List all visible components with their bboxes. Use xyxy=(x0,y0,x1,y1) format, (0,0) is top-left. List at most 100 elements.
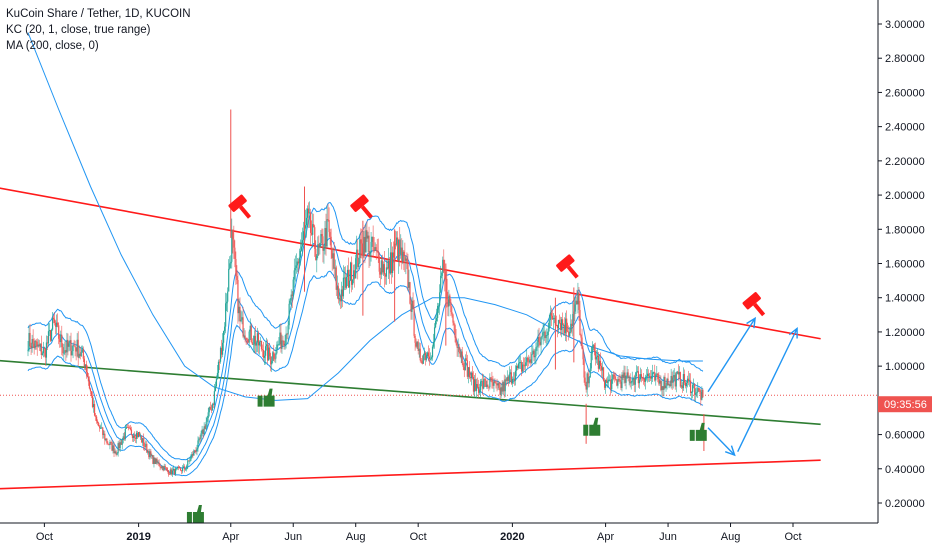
candle-body xyxy=(38,344,40,347)
candle-body xyxy=(298,257,300,264)
candle-body xyxy=(264,346,267,356)
candle-body xyxy=(190,456,192,461)
candle-body xyxy=(360,239,362,244)
candle-body xyxy=(268,347,270,361)
candle-body xyxy=(662,386,664,390)
candle-body xyxy=(292,279,294,297)
indicator-kc-label[interactable]: KC (20, 1, close, true range) xyxy=(6,24,151,36)
candle-body xyxy=(475,384,478,391)
candle-body xyxy=(468,367,470,378)
buy-thumb-icon xyxy=(186,504,204,523)
candle-body xyxy=(146,443,148,453)
candle-body xyxy=(366,230,368,239)
candle-body xyxy=(404,256,406,261)
candle-body xyxy=(626,372,628,376)
candle-body xyxy=(370,241,372,252)
candle-body xyxy=(677,371,679,375)
candle-body xyxy=(188,460,190,462)
price-label-text: 09:35:56 xyxy=(884,399,927,411)
candle-body xyxy=(538,336,540,343)
candle-body xyxy=(582,348,584,360)
candle-body xyxy=(267,344,269,361)
candle-body xyxy=(514,370,517,381)
candle-body xyxy=(695,392,697,395)
candle-body xyxy=(235,258,237,276)
price-axis-bg xyxy=(878,0,932,550)
candle-body xyxy=(615,378,617,381)
candle-body xyxy=(97,421,99,424)
candle-body xyxy=(485,379,487,387)
candle-body xyxy=(33,343,35,349)
candle-body xyxy=(473,379,476,392)
candle-body xyxy=(406,258,408,263)
candle-body xyxy=(625,375,627,383)
candle-body xyxy=(450,302,452,313)
candle-body xyxy=(591,347,593,354)
candle-body xyxy=(558,319,561,323)
candle-body xyxy=(205,421,207,429)
candle-body xyxy=(148,451,150,458)
candle-body xyxy=(242,317,244,337)
indicator-ma-label[interactable]: MA (200, close, 0) xyxy=(6,40,99,52)
symbol-title[interactable]: KuCoin Share / Tether, 1D, KUCOIN xyxy=(6,8,191,20)
candle-body xyxy=(483,379,485,389)
candle-body xyxy=(509,372,511,375)
candle-body xyxy=(87,376,90,382)
candle-body xyxy=(223,331,225,343)
candle-body xyxy=(166,467,168,471)
gavel-head xyxy=(556,254,575,272)
candle-body xyxy=(545,335,547,339)
candle-body xyxy=(604,379,607,388)
candle-body xyxy=(147,451,149,453)
candle-body xyxy=(136,432,139,438)
candle-body xyxy=(610,379,612,390)
candle-body xyxy=(152,455,154,464)
candle-body xyxy=(456,343,458,348)
projection-arrow xyxy=(737,328,798,452)
candle-body xyxy=(288,303,290,326)
candle-body xyxy=(108,444,110,445)
candle-body xyxy=(228,268,230,292)
candle-body xyxy=(201,429,203,434)
candle-body xyxy=(114,451,116,454)
candle-body xyxy=(380,260,382,275)
candle-body xyxy=(102,427,104,436)
candle-body xyxy=(81,349,83,353)
candle-body xyxy=(498,383,500,389)
y-tick-label: 0.20000 xyxy=(885,498,925,510)
candle-body xyxy=(110,442,112,443)
candle-body xyxy=(519,362,522,363)
candle-body xyxy=(480,381,482,391)
candle-body xyxy=(241,317,243,320)
candle-body xyxy=(277,344,279,346)
candle-body xyxy=(434,321,437,328)
candle-body xyxy=(596,355,598,357)
candle-body xyxy=(503,382,505,392)
candle-body xyxy=(616,380,618,386)
candle-body xyxy=(44,348,47,358)
candle-body xyxy=(515,365,518,371)
candle-body xyxy=(202,429,204,435)
candle-body xyxy=(198,438,200,441)
candle-body xyxy=(353,270,355,280)
candle-body xyxy=(119,442,121,449)
candle-body xyxy=(606,379,608,383)
candle-body xyxy=(524,365,526,367)
candle-body xyxy=(308,208,310,214)
candle-body xyxy=(352,279,354,285)
candle-body xyxy=(595,356,597,360)
candle-body xyxy=(213,391,215,405)
candle-body xyxy=(286,333,288,335)
candle-body xyxy=(237,280,239,314)
candle-body xyxy=(678,372,680,375)
candle-body xyxy=(197,440,199,449)
candle-body xyxy=(566,318,568,332)
candle-body xyxy=(440,275,442,293)
candle-body xyxy=(239,306,241,322)
candle-body xyxy=(540,337,542,345)
candle-body xyxy=(423,352,425,356)
candle-body xyxy=(183,466,185,468)
candle-body xyxy=(50,329,53,341)
